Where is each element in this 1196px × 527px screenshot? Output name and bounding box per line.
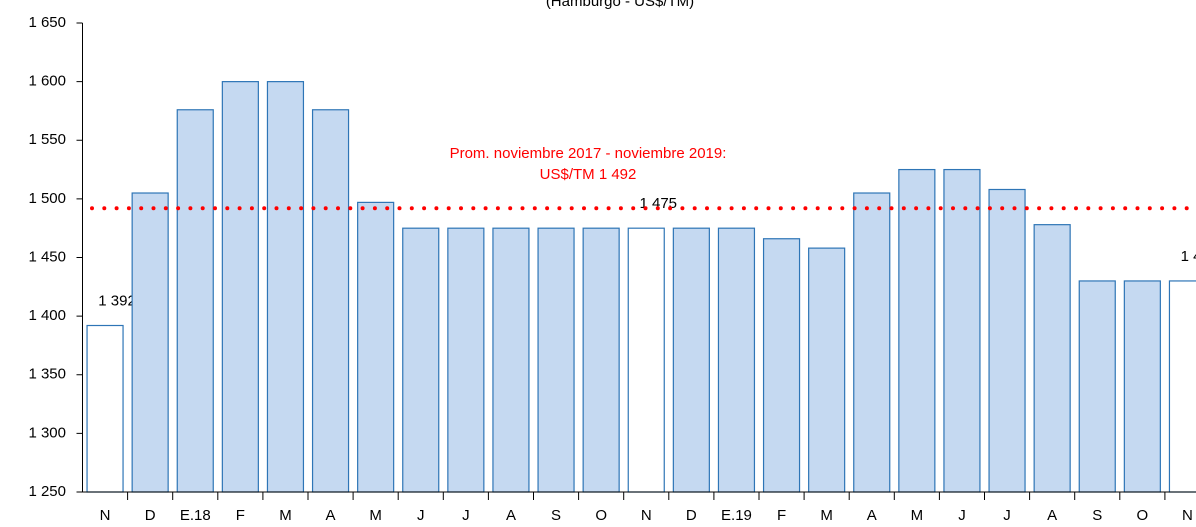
bar	[402, 227, 440, 493]
x-tick-label: E.19	[721, 507, 752, 524]
bar	[176, 109, 214, 493]
x-tick-label: S	[1092, 507, 1102, 524]
bar	[357, 201, 395, 493]
bar	[672, 227, 710, 493]
y-tick-label: 1 300	[28, 424, 66, 441]
bar	[86, 324, 124, 493]
y-tick-label: 1 500	[28, 190, 66, 207]
bar	[447, 227, 485, 493]
bar	[1078, 280, 1116, 493]
bar	[717, 227, 756, 493]
x-tick-label: F	[777, 507, 786, 524]
x-tick-label: M	[820, 507, 833, 524]
bar	[221, 81, 259, 493]
x-tick-label: D	[686, 507, 697, 524]
y-tick-label: 1 650	[28, 14, 66, 31]
x-tick-label: J	[1003, 507, 1011, 524]
y-tick-label: 1 250	[28, 483, 66, 500]
x-tick-label: J	[958, 507, 966, 524]
x-tick-label: N	[641, 507, 652, 524]
bar	[898, 168, 936, 493]
bar	[943, 168, 981, 493]
x-tick-label: A	[506, 507, 516, 524]
data-label: 1 430	[1181, 248, 1196, 265]
x-tick-label: O	[595, 507, 607, 524]
bar	[1123, 280, 1161, 493]
x-tick-label: E.18	[180, 507, 211, 524]
x-tick-label: A	[1047, 507, 1057, 524]
x-tick-label: M	[279, 507, 292, 524]
x-tick-label: M	[911, 507, 924, 524]
bar	[853, 192, 891, 493]
bar	[762, 238, 801, 493]
bar	[1168, 280, 1196, 493]
y-tick-label: 1 550	[28, 131, 66, 148]
bar	[537, 227, 575, 493]
y-tick-label: 1 350	[28, 366, 66, 383]
bar	[808, 247, 846, 493]
data-label: 1 475	[639, 195, 677, 212]
y-tick-label: 1 600	[28, 73, 66, 90]
bar	[988, 188, 1026, 493]
average-label: US$/TM 1 492	[540, 166, 637, 183]
x-tick-label: D	[145, 507, 156, 524]
x-tick-label: J	[417, 507, 425, 524]
data-label: 1 392	[98, 292, 136, 309]
bar	[266, 81, 305, 493]
y-tick-label: 1 400	[28, 307, 66, 324]
x-tick-label: N	[100, 507, 111, 524]
x-tick-label: O	[1137, 507, 1149, 524]
bar	[311, 109, 350, 493]
x-tick-label: N	[1182, 507, 1193, 524]
x-tick-label: A	[326, 507, 336, 524]
bar	[627, 227, 665, 493]
chart-title: (Hamburgo - US$/TM)	[546, 0, 694, 10]
x-tick-label: M	[369, 507, 382, 524]
x-tick-label: S	[551, 507, 561, 524]
bar	[582, 227, 620, 493]
bar	[1033, 224, 1071, 493]
average-label: Prom. noviembre 2017 - noviembre 2019:	[450, 145, 727, 162]
x-tick-label: F	[236, 507, 245, 524]
x-tick-label: A	[867, 507, 877, 524]
bar	[492, 227, 530, 493]
x-tick-label: J	[462, 507, 470, 524]
bar	[131, 192, 169, 493]
y-tick-label: 1 450	[28, 248, 66, 265]
